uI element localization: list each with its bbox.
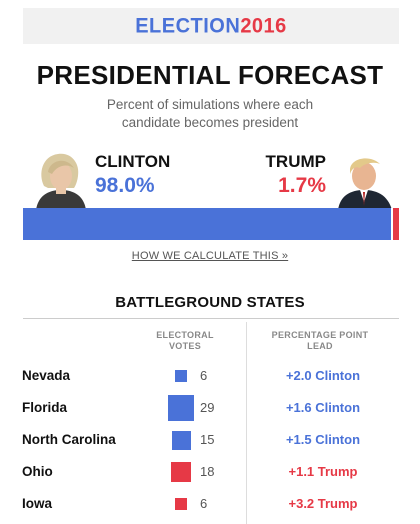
point-lead: +1.5 Clinton: [285, 432, 361, 447]
table-row: Florida 29 +1.6 Clinton: [0, 392, 420, 424]
election-banner: ELECTION2016: [23, 8, 399, 44]
table-row: Ohio 18 +1.1 Trump: [0, 456, 420, 488]
table-row: North Carolina 15 +1.5 Clinton: [0, 424, 420, 456]
trump-bar: [392, 208, 399, 240]
state-name: Iowa: [22, 496, 53, 511]
banner-year: 2016: [240, 13, 287, 38]
electoral-votes-count: 6: [200, 368, 208, 383]
trump-portrait: [336, 146, 396, 210]
table-row: Iowa 6 +3.2 Trump: [0, 488, 420, 520]
state-name: North Carolina: [22, 432, 116, 447]
electoral-votes-square: [171, 430, 191, 450]
point-lead-header: PERCENTAGE POINT LEAD: [271, 330, 369, 351]
electoral-votes-count: 15: [200, 432, 215, 447]
forecast-bar: [23, 208, 399, 240]
table-row: Nevada 6 +2.0 Clinton: [0, 360, 420, 392]
clinton-percent: 98.0%: [95, 174, 155, 197]
electoral-votes-count: 29: [200, 400, 215, 415]
state-name: Florida: [22, 400, 68, 415]
point-lead: +3.2 Trump: [288, 496, 358, 511]
trump-name: TRUMP: [265, 152, 326, 171]
column-divider: [246, 322, 247, 524]
battleground-divider: [23, 318, 399, 319]
point-lead: +1.1 Trump: [288, 464, 358, 479]
electoral-votes-square: [175, 498, 187, 510]
point-lead: +1.6 Clinton: [285, 400, 361, 415]
electoral-votes-square: [168, 395, 194, 421]
electoral-votes-square: [175, 370, 187, 382]
how-we-calculate-link[interactable]: HOW WE CALCULATE THIS »: [131, 250, 289, 262]
state-name: Ohio: [22, 464, 53, 479]
electoral-votes-header: ELECTORAL VOTES: [156, 330, 214, 351]
electoral-votes-square: [171, 462, 191, 482]
battleground-title: BATTLEGROUND STATES: [115, 294, 305, 311]
trump-percent: 1.7%: [278, 174, 326, 197]
banner-text: ELECTION2016: [135, 14, 287, 38]
electoral-votes-count: 18: [200, 464, 215, 479]
electoral-votes-count: 6: [200, 496, 208, 511]
clinton-bar: [23, 208, 392, 240]
banner-word: ELECTION: [135, 13, 241, 38]
clinton-portrait: [30, 146, 90, 210]
clinton-name: CLINTON: [95, 152, 171, 171]
state-name: Nevada: [22, 368, 71, 383]
page-title: PRESIDENTIAL FORECAST: [36, 60, 384, 90]
point-lead: +2.0 Clinton: [285, 368, 361, 383]
page-subtitle: Percent of simulations where each candid…: [106, 97, 314, 130]
